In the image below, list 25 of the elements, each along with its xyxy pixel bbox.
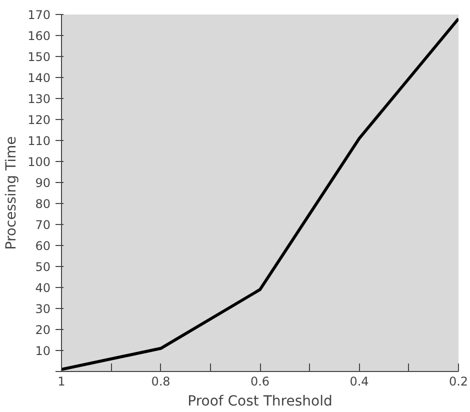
y-tick-label: 80 bbox=[35, 197, 51, 211]
y-axis-title: Processing Time bbox=[4, 136, 20, 250]
x-tick-label: 1 bbox=[58, 374, 66, 388]
y-tick-label: 130 bbox=[28, 92, 50, 106]
y-tick-label: 100 bbox=[28, 155, 50, 169]
y-tick-label: 10 bbox=[35, 344, 51, 358]
y-tick-label: 70 bbox=[35, 218, 51, 232]
x-tick-label: 0.4 bbox=[350, 374, 369, 388]
y-tick-label: 150 bbox=[28, 50, 50, 64]
y-tick-label: 60 bbox=[35, 239, 51, 253]
x-axis-title: Proof Cost Threshold bbox=[188, 394, 332, 410]
y-tick-label: 160 bbox=[28, 29, 50, 43]
y-tick-label: 40 bbox=[35, 281, 51, 295]
y-tick-label: 90 bbox=[35, 176, 51, 190]
x-tick-label: 0.6 bbox=[250, 374, 270, 388]
y-tick-label: 50 bbox=[35, 260, 51, 274]
y-tick-label: 30 bbox=[35, 302, 51, 316]
y-tick-label: 140 bbox=[28, 71, 50, 85]
y-tick-label: 120 bbox=[28, 113, 50, 127]
y-tick-label: 170 bbox=[28, 8, 50, 22]
line-series bbox=[62, 17, 458, 371]
x-tick-label: 0.2 bbox=[448, 374, 468, 388]
y-tick-label: 110 bbox=[28, 134, 50, 148]
x-tick-label: 0.8 bbox=[151, 374, 170, 388]
y-tick-label: 20 bbox=[35, 323, 51, 337]
